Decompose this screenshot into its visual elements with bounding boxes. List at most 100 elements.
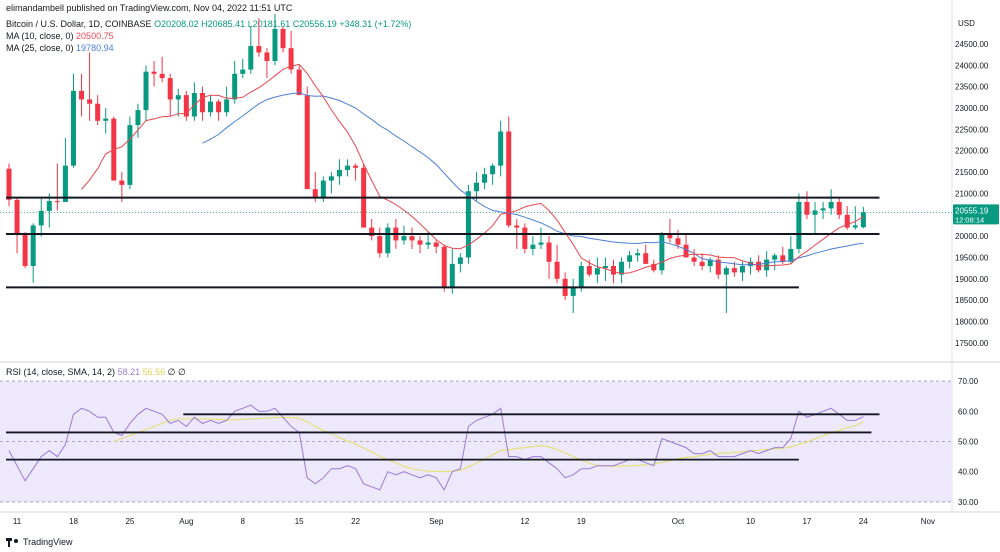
candle-body	[490, 165, 496, 175]
candle-body	[602, 266, 608, 269]
ma25-line	[202, 92, 864, 266]
candle-body	[828, 201, 834, 209]
candle-body	[304, 95, 310, 190]
price-tick-label: 17500.00	[955, 339, 989, 348]
candle-body	[95, 103, 101, 121]
rsi-sma-line	[113, 416, 864, 473]
rsi-line	[8, 404, 864, 491]
candle-body	[232, 73, 238, 100]
candle-body	[336, 169, 342, 177]
candle-body	[675, 238, 681, 245]
candle-body	[87, 99, 93, 104]
candle-body	[570, 287, 576, 296]
price-tick-label: 19000.00	[955, 275, 989, 284]
low-value: L20181.61	[247, 19, 291, 29]
candle-body	[707, 259, 713, 267]
price-tick-label: 21500.00	[955, 168, 989, 177]
candle-body	[780, 255, 786, 262]
candle-body	[256, 46, 262, 53]
candle-body	[345, 165, 351, 170]
candle-body	[594, 268, 600, 275]
candle-body	[465, 191, 471, 258]
candle-body	[812, 210, 818, 215]
candle-body	[30, 225, 36, 267]
candle-body	[635, 253, 641, 256]
candle-body	[143, 71, 149, 111]
candle-body	[208, 101, 213, 113]
candle-body	[820, 208, 826, 211]
candle-body	[506, 131, 512, 226]
close-value: C20556.19	[292, 19, 337, 29]
time-tick-label: 25	[125, 517, 134, 526]
candle-body	[586, 266, 592, 275]
candle-body	[248, 46, 254, 70]
candle-body	[772, 255, 778, 260]
time-tick-label: 22	[351, 517, 360, 526]
candle-body	[127, 125, 133, 185]
rsi-legend: RSI (14, close, SMA, 14, 2) 58.21 56.56 …	[6, 367, 186, 378]
candle-body	[151, 71, 157, 74]
rsi-extra-values: ∅ ∅	[167, 367, 186, 377]
rsi-sma-value: 56.56	[142, 367, 166, 377]
ma25-label: MA (25, close, 0)	[6, 43, 74, 53]
candle-body	[546, 242, 552, 262]
candle-body	[377, 236, 383, 254]
rsi-tick-label: 30.00	[958, 498, 979, 507]
price-tag-countdown: 12:08:14	[955, 215, 984, 224]
price-tick-label: 22500.00	[955, 125, 989, 134]
candle-body	[70, 90, 76, 166]
candle-body	[38, 210, 44, 226]
candle-body	[619, 261, 625, 275]
price-tick-label: 24000.00	[955, 61, 989, 70]
candle-body	[183, 95, 189, 117]
candle-body	[514, 225, 520, 228]
time-tick-label: Aug	[179, 517, 193, 526]
candle-body	[79, 90, 85, 100]
candle-body	[216, 101, 222, 113]
price-tick-label: 21000.00	[955, 189, 989, 198]
candle-body	[723, 268, 729, 275]
candle-body	[852, 225, 858, 228]
tradingview-brand: TradingView	[6, 537, 73, 547]
high-value: H20685.41	[201, 19, 246, 29]
price-tick-label: 23500.00	[955, 83, 989, 92]
candle-body	[804, 201, 810, 215]
time-tick-label: 19	[577, 517, 586, 526]
candle-body	[860, 212, 866, 228]
rsi-tick-label: 70.00	[958, 377, 979, 386]
time-tick-label: 11	[13, 517, 22, 526]
candle-body	[627, 255, 633, 262]
price-tick-label: 22000.00	[955, 147, 989, 156]
candle-body	[482, 174, 488, 183]
time-tick-label: 10	[746, 517, 755, 526]
price-tick-label: 18500.00	[955, 296, 989, 305]
candle-body	[731, 268, 737, 273]
candle-body	[22, 233, 28, 267]
time-tick-label: Sep	[429, 517, 444, 526]
candle-body	[14, 199, 20, 234]
symbol-title: Bitcoin / U.S. Dollar, 1D, COINBASE	[6, 19, 152, 29]
candle-body	[401, 236, 407, 241]
candle-body	[433, 242, 439, 247]
candle-body	[417, 240, 423, 245]
candle-body	[272, 28, 278, 61]
candle-body	[369, 227, 375, 237]
candle-body	[796, 201, 802, 249]
time-tick-label: 17	[802, 517, 811, 526]
rsi-label: RSI (14, close, SMA, 14, 2)	[6, 367, 116, 377]
ma10-legend: MA (10, close, 0) 20500.75	[6, 31, 114, 41]
ma10-label: MA (10, close, 0)	[6, 31, 74, 41]
candle-body	[312, 189, 318, 198]
price-tick-label: 18000.00	[955, 318, 989, 327]
candle-body	[764, 259, 770, 271]
price-tag	[953, 204, 999, 225]
rsi-tick-label: 50.00	[958, 438, 979, 447]
time-tick-label: Oct	[672, 517, 685, 526]
candle-body	[353, 165, 359, 168]
rsi-tick-label: 60.00	[958, 407, 979, 416]
candle-body	[788, 248, 794, 262]
price-tick-label: 24500.00	[955, 40, 989, 49]
candle-body	[578, 266, 584, 288]
candle-body	[224, 99, 230, 113]
